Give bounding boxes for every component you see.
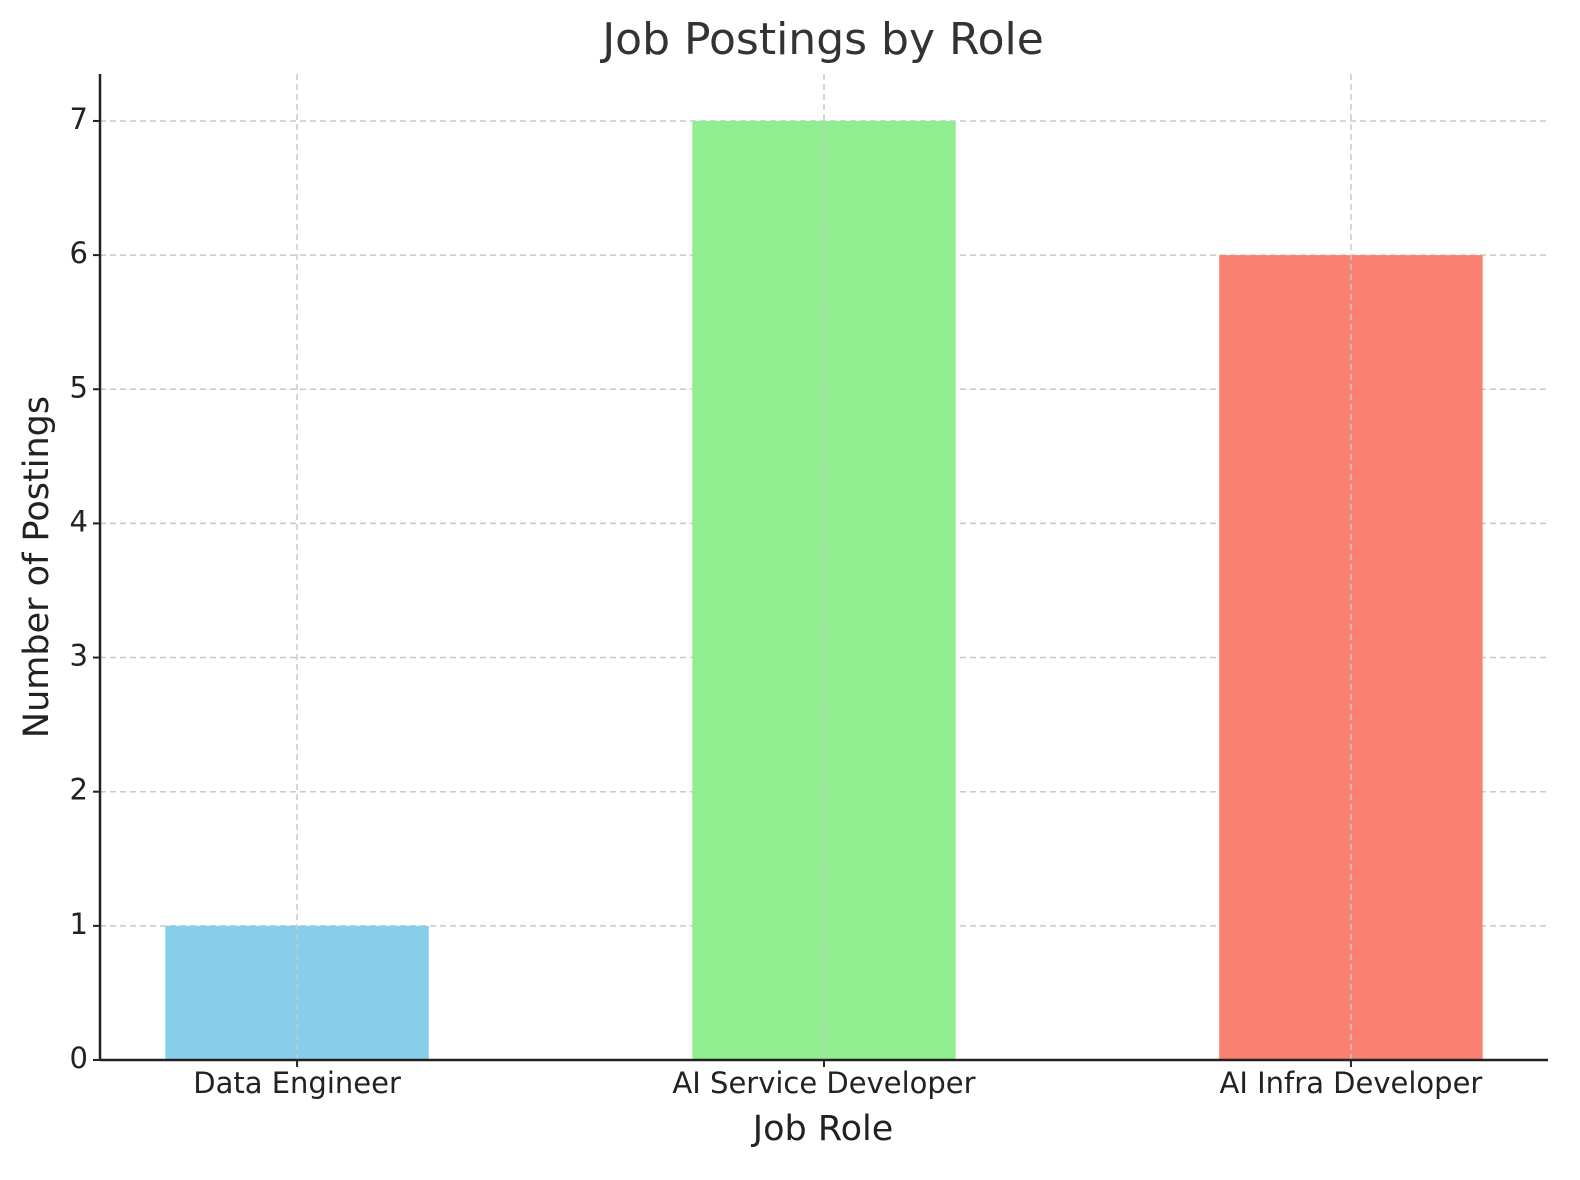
y-tick-label: 6: [70, 236, 88, 270]
y-tick-label: 2: [70, 773, 88, 807]
y-tick-label: 4: [70, 504, 88, 538]
x-tick-label: AI Infra Developer: [1220, 1066, 1483, 1100]
bars: [165, 74, 1483, 1060]
y-tick-label: 0: [70, 1041, 88, 1075]
x-tick-label: AI Service Developer: [672, 1066, 975, 1100]
y-tick-label: 1: [70, 907, 88, 941]
y-tick-label: 3: [70, 639, 88, 673]
y-tick-label: 5: [70, 370, 88, 404]
tick-labels: 0 1 2 3 4 5 6 7 Data Engineer AI Service Develope…: [70, 102, 1483, 1100]
x-axis-label: Job Role: [751, 1109, 894, 1149]
y-tick-label: 7: [70, 102, 88, 136]
chart-title: Job Postings by Role: [599, 14, 1044, 65]
x-tick-label: Data Engineer: [193, 1066, 401, 1100]
y-axis-label: Number of Postings: [17, 396, 57, 738]
